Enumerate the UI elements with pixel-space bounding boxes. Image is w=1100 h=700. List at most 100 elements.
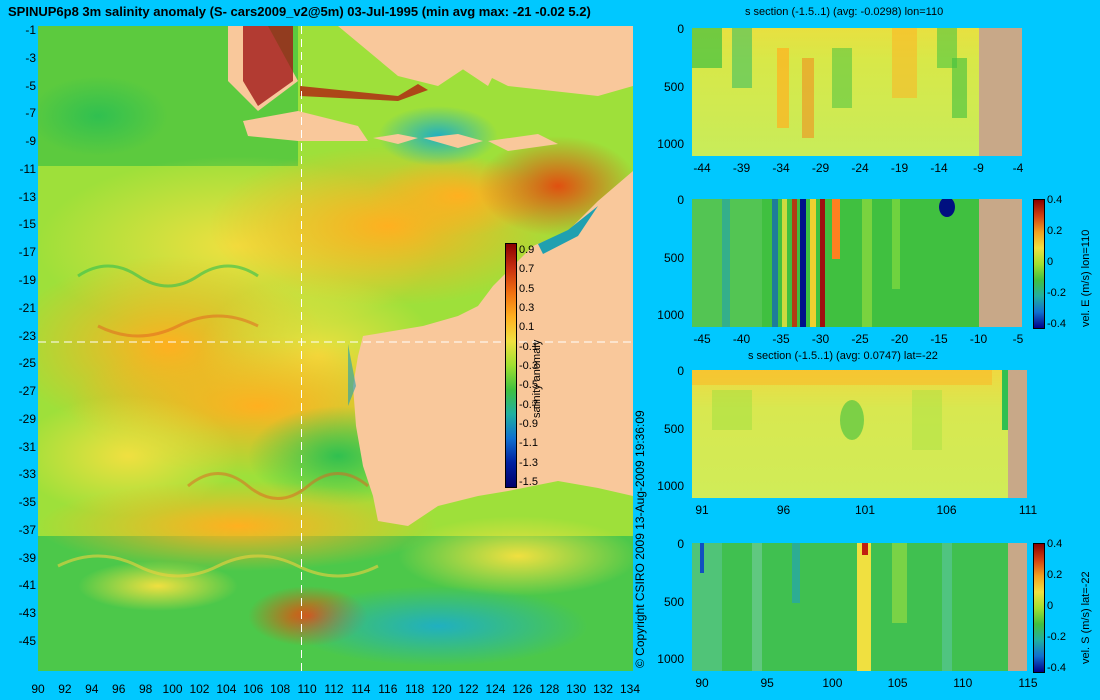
latitude-tick-label: -35 <box>18 495 36 510</box>
longitude-tick-label: 110 <box>297 682 317 696</box>
longitude-tick-label: 104 <box>216 682 237 696</box>
colorbar-tick-label: -1.1 <box>519 437 538 450</box>
map-colorbar-label: salinity anomaly <box>531 339 543 418</box>
section-3-title: s section (-1.5..1) (avg: 0.0747) lat=-2… <box>748 350 938 362</box>
section-1-image <box>692 28 1022 156</box>
section-colorbar-tick-label: 0.4 <box>1047 194 1063 206</box>
longitude-tick-label: 130 <box>566 682 587 696</box>
section-4-plot[interactable] <box>692 543 1027 671</box>
section-colorbar-tick-label: 0 <box>1047 600 1054 612</box>
longitude-tick-label: 128 <box>539 682 560 696</box>
section-colorbar-tick-label: 0.2 <box>1047 225 1063 237</box>
longitude-tick-label: 96 <box>112 682 126 696</box>
section-x-tick-label: -40 <box>732 332 751 346</box>
section-x-tick-label: -35 <box>772 332 790 346</box>
longitude-tick-label: 134 <box>619 682 641 696</box>
depth-tick-label: 0 <box>677 364 684 378</box>
depth-tick-label: 1000 <box>657 137 684 151</box>
depth-tick-label: 500 <box>663 421 684 436</box>
colorbar-tick-label: -0.9 <box>519 418 538 430</box>
depth-tick-label: 1000 <box>657 308 684 322</box>
depth-tick-label: 0 <box>677 22 684 36</box>
section-colorbar-tick-label: -0.2 <box>1047 631 1066 643</box>
section-x-tick-label: -15 <box>930 332 948 346</box>
section-x-tick-label: 105 <box>887 676 908 690</box>
latitude-tick-label: -23 <box>18 328 36 343</box>
depth-tick-label: 1000 <box>657 652 684 666</box>
colorbar-tick-label: 0.7 <box>519 263 535 276</box>
latitude-tick-label: -5 <box>25 78 36 93</box>
longitude-tick-label: 114 <box>351 682 371 696</box>
section-colorbar-tick-label: -0.4 <box>1047 662 1066 674</box>
latitude-tick-label: -33 <box>18 467 36 482</box>
section-3-image <box>692 370 1027 498</box>
longitude-tick-label: 122 <box>458 682 479 696</box>
section-x-tick-label: 110 <box>953 676 973 690</box>
section-x-tick-label: 115 <box>1018 676 1038 690</box>
section-2-colorbar-label: vel. E (m/s) lon=110 <box>1080 229 1092 327</box>
section-x-tick-label: 90 <box>695 676 709 690</box>
latitude-tick-label: -3 <box>25 50 36 65</box>
latitude-tick-label: -15 <box>18 217 36 232</box>
colorbar-tick-label: 0.9 <box>519 244 535 256</box>
section-colorbar-tick-label: 0.4 <box>1047 538 1063 550</box>
latitude-tick-label: -21 <box>18 300 36 315</box>
section-x-tick-label: -20 <box>890 332 909 346</box>
section-2-plot[interactable] <box>692 199 1022 327</box>
depth-tick-label: 0 <box>677 193 684 207</box>
colorbar-tick-label: -1.3 <box>519 456 538 469</box>
colorbar-tick-label: -0.1 <box>519 340 538 353</box>
longitude-tick-label: 112 <box>324 682 344 696</box>
section-colorbar-tick-label: -0.2 <box>1047 287 1066 299</box>
section-x-tick-label: -30 <box>811 332 830 346</box>
section-x-tick-label: -24 <box>851 161 869 175</box>
longitude-tick-label: 116 <box>378 682 398 696</box>
longitude-tick-label: 90 <box>31 682 45 696</box>
latitude-tick-label: -27 <box>18 384 36 399</box>
section-x-tick-label: -9 <box>973 161 984 175</box>
section-x-tick-label: 106 <box>936 503 957 517</box>
section-x-tick-label: -34 <box>772 161 790 175</box>
latitude-tick-label: -7 <box>25 106 36 121</box>
section-x-tick-label: 100 <box>822 676 843 690</box>
colorbar-tick-label: 0.3 <box>519 302 535 314</box>
longitude-tick-label: 106 <box>243 682 264 696</box>
section-x-tick-label: 91 <box>695 503 709 517</box>
depth-tick-label: 1000 <box>657 479 684 493</box>
depth-tick-label: 500 <box>663 594 684 609</box>
longitude-tick-label: 120 <box>431 682 452 696</box>
section-4-colorbar <box>1033 543 1045 673</box>
longitude-tick-label: 108 <box>270 682 291 696</box>
section-colorbar-tick-label: 0.2 <box>1047 569 1063 581</box>
latitude-tick-label: -29 <box>18 411 36 426</box>
section-1-plot[interactable] <box>692 28 1022 156</box>
section-x-tick-label: 95 <box>760 676 774 690</box>
latitude-tick-label: -31 <box>18 439 36 454</box>
latitude-tick-label: -25 <box>18 356 36 371</box>
section-x-tick-label: -14 <box>930 161 948 175</box>
section-colorbar-tick-label: 0 <box>1047 256 1054 268</box>
colorbar-tick-label: 0.1 <box>519 321 535 334</box>
latitude-tick-label: -17 <box>18 245 36 260</box>
section-x-tick-label: 96 <box>776 503 791 517</box>
longitude-tick-label: 92 <box>58 682 72 696</box>
colorbar-tick-label: -0.7 <box>519 398 538 411</box>
section-4-colorbar-label: vel. S (m/s) lat=-22 <box>1080 571 1092 664</box>
depth-tick-label: 500 <box>663 79 684 94</box>
figure-title: SPINUP6p8 3m salinity anomaly (S- cars20… <box>8 4 591 19</box>
latitude-tick-label: -11 <box>19 161 36 176</box>
colorbar-tick-label: 0.5 <box>519 282 535 295</box>
latitude-tick-label: -39 <box>18 550 36 565</box>
salinity-map[interactable] <box>38 26 633 671</box>
longitude-tick-label: 126 <box>512 682 533 696</box>
section-x-tick-label: -25 <box>851 332 869 346</box>
section-x-tick-label: 101 <box>854 503 876 517</box>
section-2-colorbar <box>1033 199 1045 329</box>
longitude-tick-label: 118 <box>405 682 425 696</box>
colorbar-tick-label: -0.3 <box>519 360 538 372</box>
section-3-plot[interactable] <box>692 370 1027 498</box>
section-x-tick-label: -39 <box>732 161 751 175</box>
longitude-tick-label: 124 <box>485 682 506 696</box>
section-x-tick-label: 111 <box>1018 503 1038 517</box>
section-x-tick-label: -10 <box>969 332 988 346</box>
